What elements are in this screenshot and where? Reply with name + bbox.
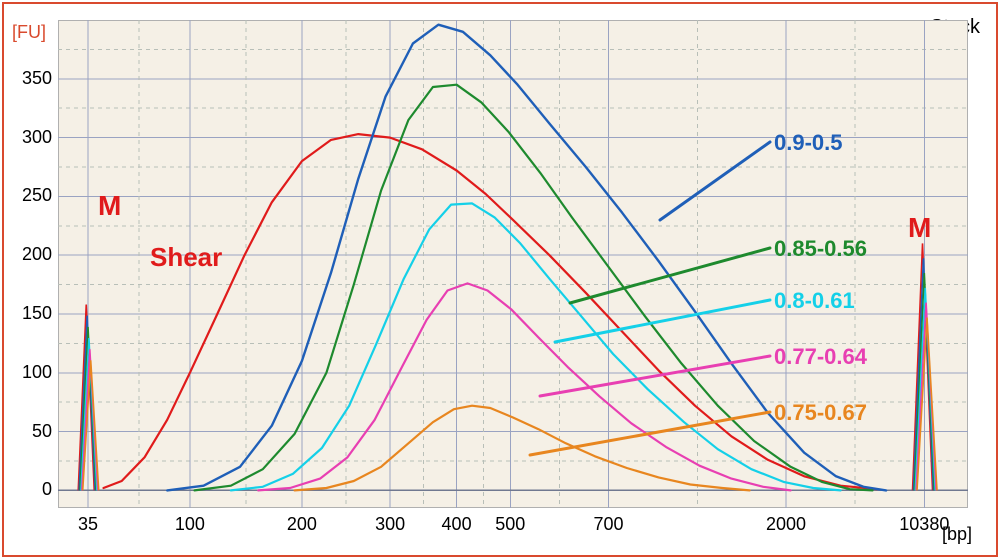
shear-label: Shear — [150, 242, 222, 273]
x-tick: 500 — [480, 514, 540, 535]
y-tick: 250 — [8, 185, 52, 206]
y-tick: 350 — [8, 68, 52, 89]
x-tick: 200 — [272, 514, 332, 535]
x-tick: 10380 — [894, 514, 954, 535]
x-tick: 400 — [427, 514, 487, 535]
series-label: 0.77-0.64 — [774, 344, 867, 370]
y-tick: 50 — [8, 421, 52, 442]
y-tick: 100 — [8, 362, 52, 383]
y-tick: 150 — [8, 303, 52, 324]
x-tick: 2000 — [756, 514, 816, 535]
series-label: 0.8-0.61 — [774, 288, 855, 314]
series-label: 0.75-0.67 — [774, 400, 867, 426]
x-tick: 35 — [58, 514, 118, 535]
y-tick: 300 — [8, 127, 52, 148]
x-tick: 300 — [360, 514, 420, 535]
series-label: 0.9-0.5 — [774, 130, 843, 156]
y-axis-label: [FU] — [12, 22, 46, 43]
y-tick: 0 — [8, 479, 52, 500]
marker-label-right: M — [908, 212, 931, 244]
series-label: 0.85-0.56 — [774, 236, 867, 262]
x-tick: 700 — [579, 514, 639, 535]
x-tick: 100 — [160, 514, 220, 535]
y-tick: 200 — [8, 244, 52, 265]
marker-label-left: M — [98, 190, 121, 222]
